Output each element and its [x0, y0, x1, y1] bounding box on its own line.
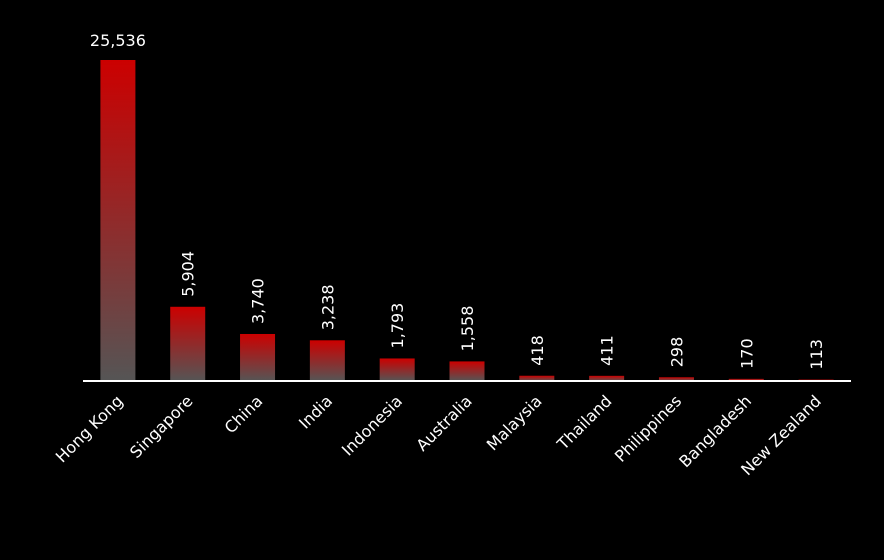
- bar: [100, 60, 136, 381]
- value-label: 5,904: [179, 251, 198, 297]
- bar: [589, 375, 625, 381]
- bar: [170, 306, 206, 381]
- value-label: 298: [667, 337, 686, 368]
- value-label: 3,238: [318, 284, 337, 330]
- bar: [449, 361, 485, 381]
- bar: [519, 375, 555, 381]
- bar: [309, 340, 345, 381]
- value-label: 411: [598, 335, 617, 366]
- bar: [379, 358, 415, 381]
- value-label: 418: [528, 335, 547, 366]
- value-label: 170: [737, 338, 756, 369]
- value-label: 1,558: [458, 306, 477, 352]
- value-label: 25,536: [90, 31, 146, 50]
- value-label: 1,793: [388, 303, 407, 349]
- bar: [240, 333, 276, 381]
- bar: [658, 377, 694, 381]
- value-label: 113: [807, 339, 826, 370]
- bar: [728, 378, 764, 381]
- value-label: 3,740: [249, 278, 268, 324]
